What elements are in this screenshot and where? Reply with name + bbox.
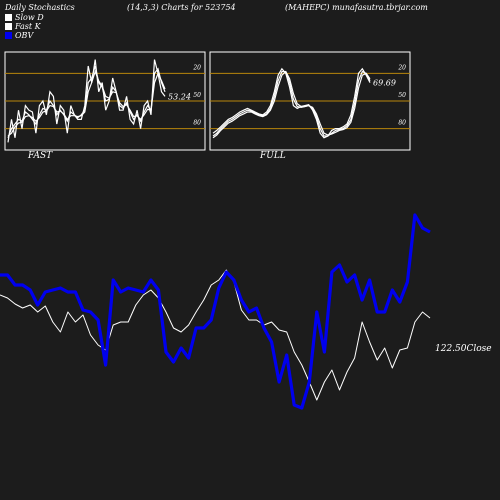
- legend-label-fast-k: Fast K: [15, 22, 41, 31]
- header-left: Daily Stochastics: [5, 3, 75, 12]
- fast-series-line-3: [7, 69, 166, 137]
- fast-panel-title: FAST: [28, 151, 53, 161]
- legend: Slow D Fast K OBV: [5, 13, 44, 40]
- legend-item-slow-d: Slow D: [5, 13, 44, 22]
- full-last-value-label: 69.69: [373, 79, 396, 88]
- header-right: (MAHEPC) munafasutra.tbrjar.com: [285, 3, 428, 12]
- full-tick-label-50: 50: [398, 92, 406, 99]
- legend-swatch-fast-k: [5, 23, 12, 30]
- fast-last-value-label: 53.24: [168, 92, 191, 101]
- full-series-line-1: [212, 67, 371, 139]
- legend-item-fast-k: Fast K: [5, 22, 44, 31]
- full-series-line-2: [212, 70, 371, 137]
- legend-label-slow-d: Slow D: [15, 13, 44, 22]
- legend-swatch-obv: [5, 32, 12, 39]
- close-label: 122.50Close: [435, 344, 492, 354]
- fast-tick-label-20: 80: [193, 120, 201, 127]
- price-line: [0, 269, 431, 401]
- obv-line: [0, 213, 431, 410]
- legend-label-obv: OBV: [15, 31, 34, 40]
- header-mid: (14,3,3) Charts for 523754: [127, 3, 236, 12]
- fast-tick-label-50: 50: [193, 92, 201, 99]
- full-panel-title: FULL: [260, 151, 286, 161]
- full-tick-label-80: 20: [397, 64, 406, 71]
- fast-tick-label-80: 20: [192, 64, 201, 71]
- legend-swatch-slow-d: [5, 14, 12, 21]
- full-series-line-3: [212, 70, 371, 139]
- full-tick-label-20: 80: [398, 120, 406, 127]
- legend-item-obv: OBV: [5, 31, 44, 40]
